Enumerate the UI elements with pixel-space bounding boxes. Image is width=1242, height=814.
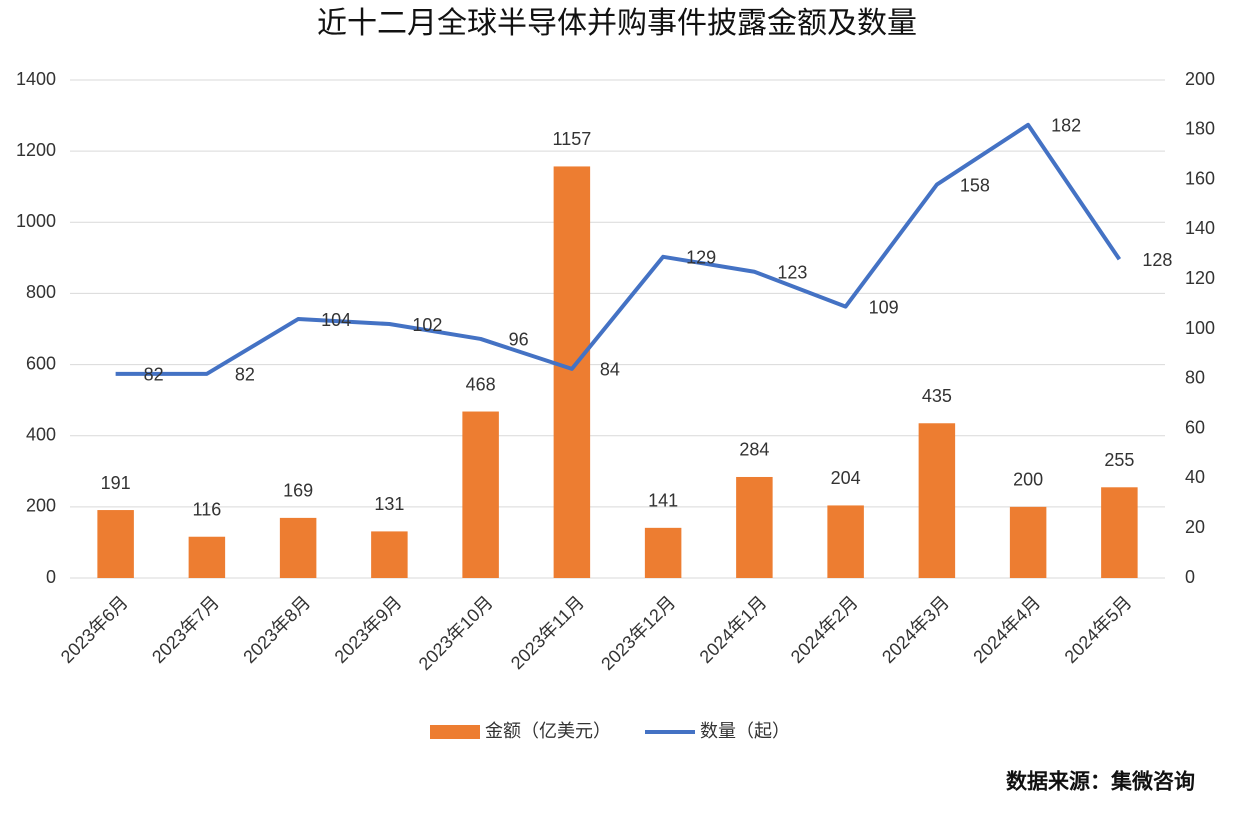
line-value-label: 182 (1051, 116, 1081, 136)
x-tick-label: 2023年7月 (148, 592, 223, 667)
x-tick-label: 2023年6月 (57, 592, 132, 667)
line-value-label: 128 (1142, 250, 1172, 270)
bar (279, 517, 317, 578)
bar-value-label: 200 (1013, 470, 1043, 490)
line-value-label: 96 (509, 330, 529, 350)
line-value-label: 82 (235, 365, 255, 385)
legend-label: 数量（起） (700, 721, 790, 741)
bar-value-label: 169 (283, 481, 313, 501)
line-value-label: 109 (869, 297, 899, 317)
bar (462, 411, 499, 578)
source-note: 数据来源：集微咨询 (1006, 770, 1195, 794)
bar (918, 423, 956, 578)
y-tick-label: 800 (26, 282, 56, 302)
bar-value-label: 204 (831, 468, 861, 488)
bar (827, 505, 864, 578)
x-tick-label: 2024年4月 (969, 592, 1044, 667)
y2-tick-label: 40 (1185, 467, 1205, 487)
y-tick-label: 200 (26, 496, 56, 516)
bar-value-label: 131 (374, 494, 404, 514)
y2-tick-label: 0 (1185, 567, 1195, 587)
line-value-label: 84 (600, 360, 620, 380)
x-tick-label: 2023年11月 (507, 592, 588, 673)
line-value-label: 82 (144, 365, 164, 385)
bar (371, 531, 408, 578)
bar-value-label: 141 (648, 491, 678, 511)
bar (188, 536, 226, 578)
legend-label: 金额（亿美元） (485, 721, 611, 741)
bar (644, 527, 682, 578)
y2-tick-label: 80 (1185, 368, 1205, 388)
y2-tick-label: 20 (1185, 517, 1205, 537)
x-tick-label: 2023年10月 (415, 592, 497, 674)
bar-value-label: 1157 (553, 129, 592, 149)
x-tick-label: 2024年3月 (878, 592, 953, 667)
bar (1101, 487, 1138, 578)
y-tick-label: 0 (46, 567, 56, 587)
line-value-label: 123 (777, 262, 807, 282)
y2-tick-label: 120 (1185, 268, 1215, 288)
line (115, 122, 1122, 376)
line-value-label: 104 (321, 310, 351, 330)
x-tick-label: 2023年9月 (331, 592, 406, 667)
line-value-label: 129 (686, 248, 716, 268)
bar-value-label: 191 (101, 473, 131, 493)
y2-tick-label: 140 (1185, 218, 1215, 238)
y-tick-label: 1000 (16, 211, 56, 231)
chart-title: 近十二月全球半导体并购事件披露金额及数量 (317, 6, 917, 41)
x-tick-label: 2024年5月 (1061, 592, 1136, 667)
y-tick-label: 600 (26, 353, 56, 373)
bar-value-label: 468 (466, 374, 496, 394)
line-value-label: 158 (960, 175, 990, 195)
bar-value-label: 435 (922, 386, 952, 406)
y-tick-label: 400 (26, 424, 56, 444)
y2-tick-label: 180 (1185, 119, 1215, 139)
legend-swatch (430, 725, 480, 739)
y-tick-label: 1400 (16, 69, 56, 89)
bar (1009, 506, 1047, 578)
y2-tick-label: 160 (1185, 168, 1215, 188)
y2-tick-label: 100 (1185, 318, 1215, 338)
y-tick-label: 1200 (16, 140, 56, 160)
line-value-label: 102 (412, 315, 442, 335)
x-tick-label: 2023年12月 (597, 592, 679, 674)
x-tick-label: 2023年8月 (239, 592, 314, 667)
bar (553, 166, 591, 578)
x-tick-label: 2024年2月 (787, 592, 862, 667)
bar-value-label: 116 (193, 499, 222, 519)
bar-value-label: 284 (739, 440, 769, 460)
y2-tick-label: 200 (1185, 69, 1215, 89)
bar (736, 476, 773, 578)
y2-tick-label: 60 (1185, 417, 1205, 437)
x-tick-label: 2024年1月 (696, 592, 771, 667)
bar-value-label: 255 (1104, 450, 1134, 470)
bar (97, 510, 134, 578)
